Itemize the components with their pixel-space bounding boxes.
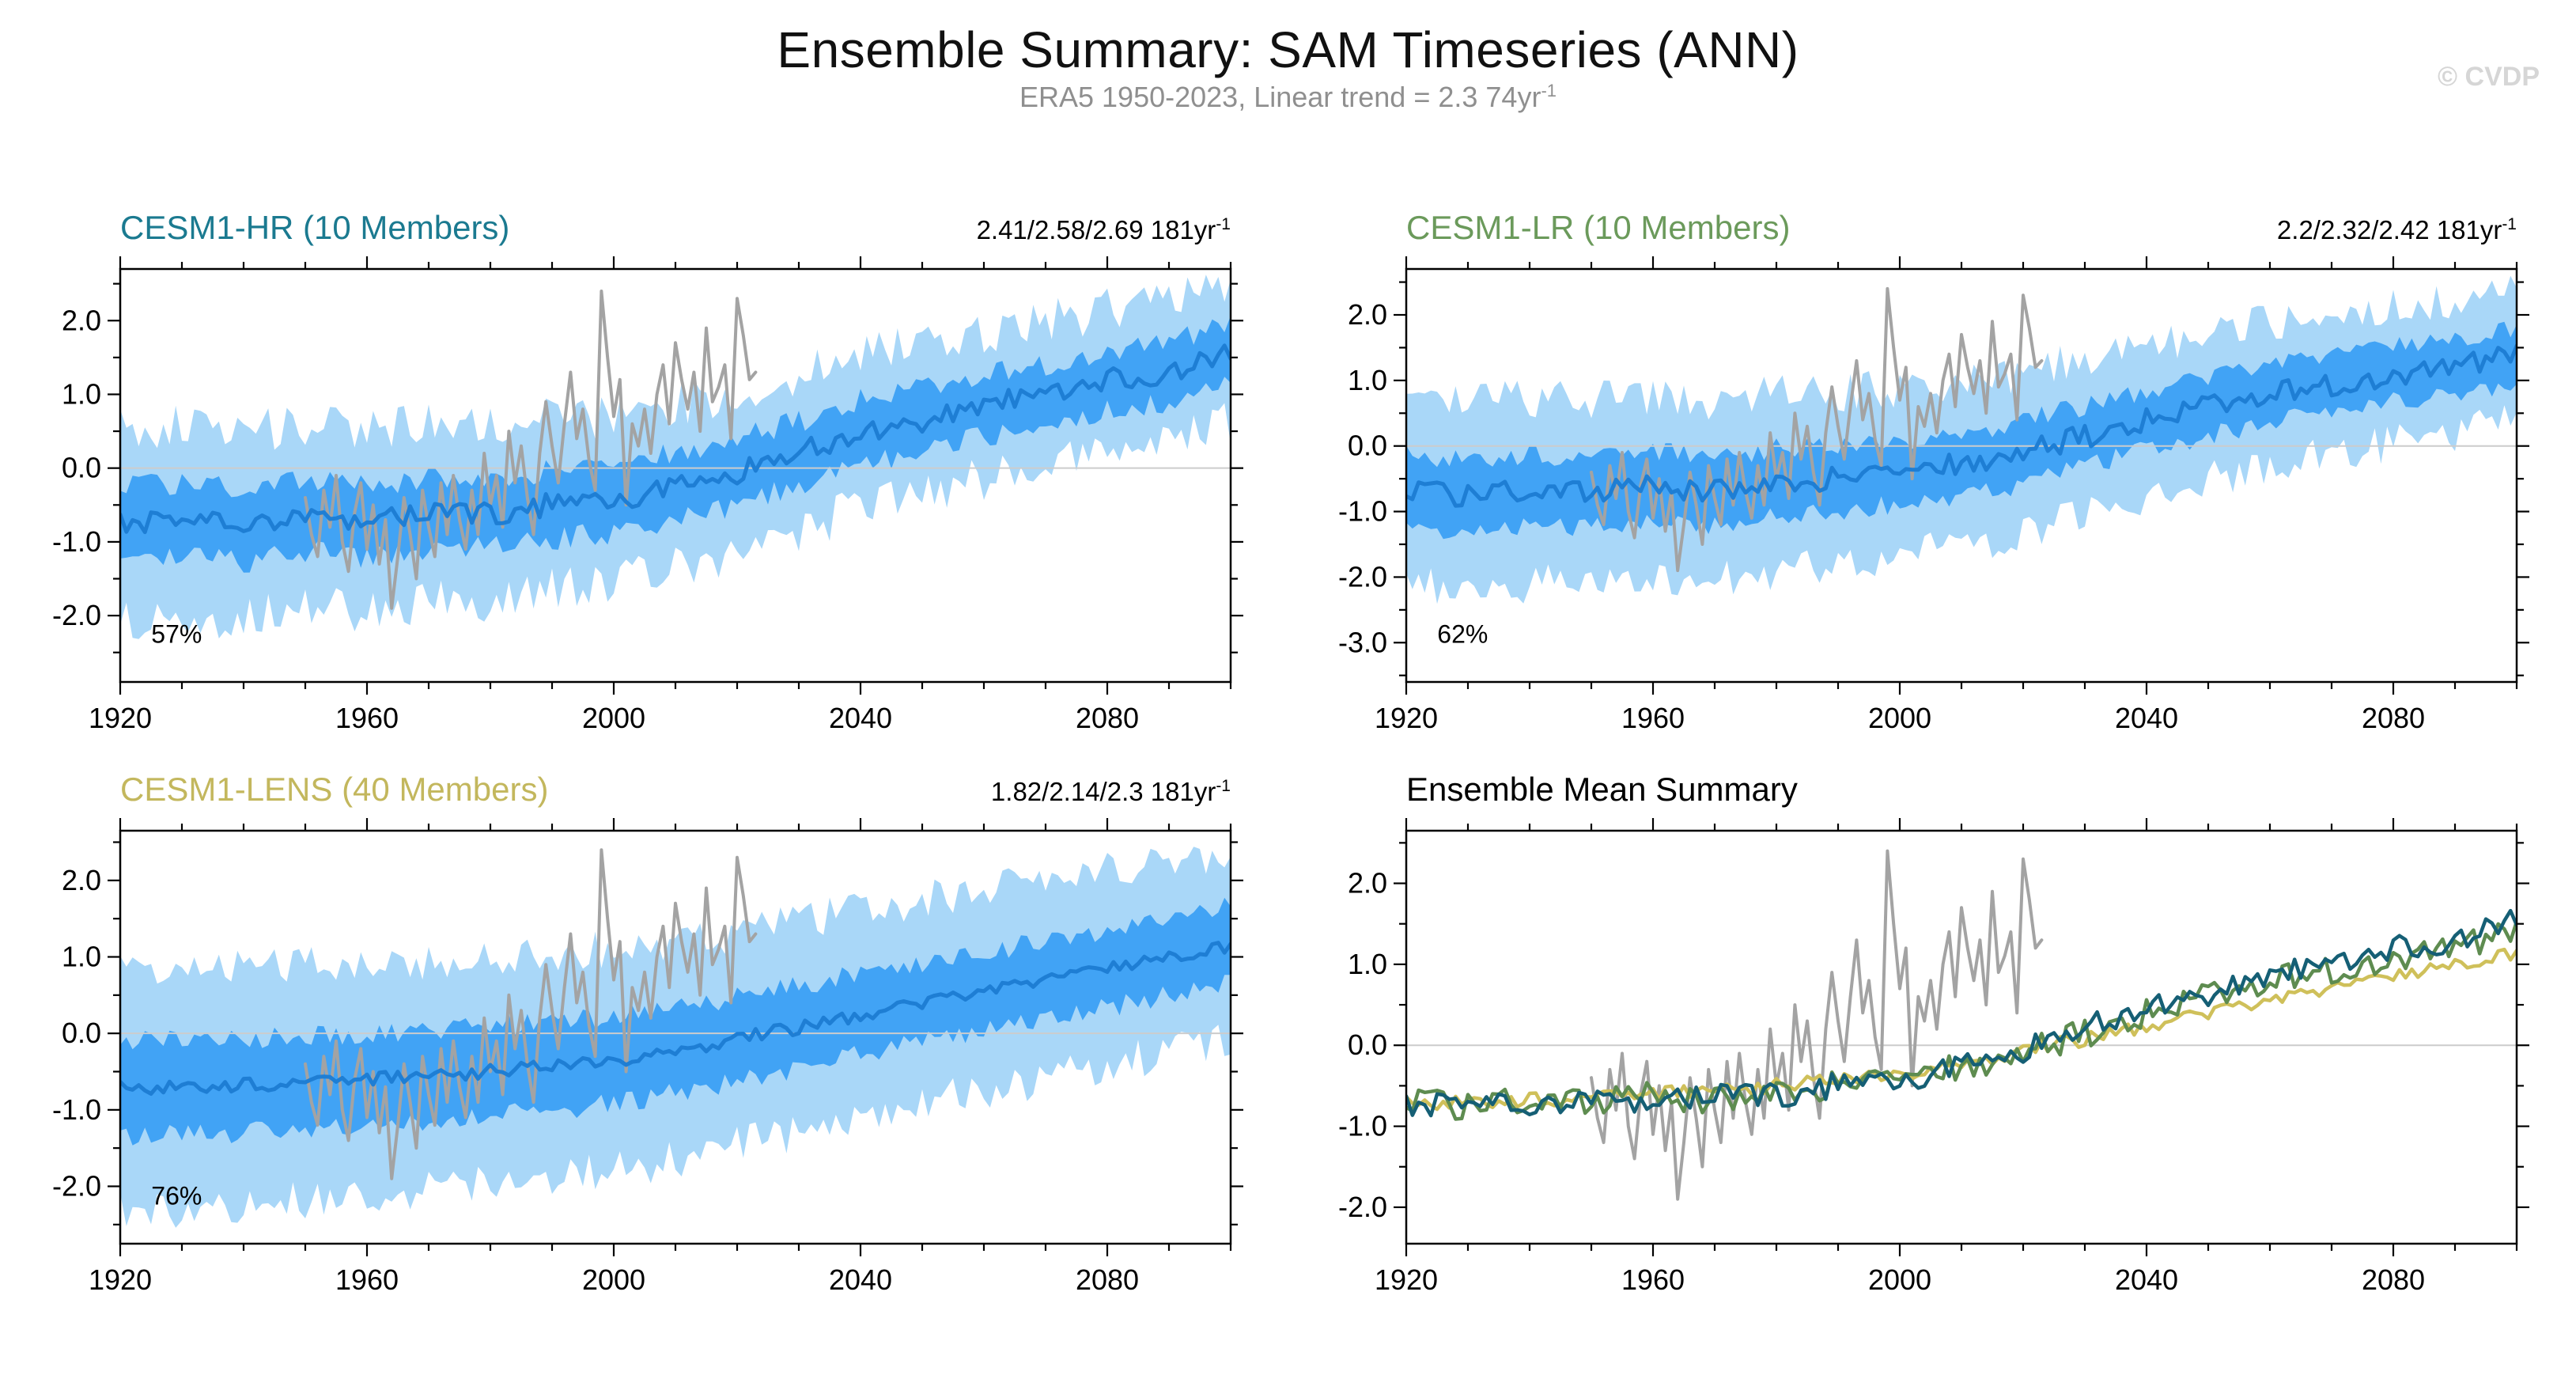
- svg-text:1920: 1920: [89, 1263, 152, 1296]
- svg-text:2.0: 2.0: [1348, 867, 1387, 900]
- svg-text:1920: 1920: [89, 702, 152, 734]
- svg-text:1960: 1960: [1621, 702, 1685, 734]
- panel-title: CESM1-LENS (40 Members): [120, 771, 549, 808]
- svg-text:1.0: 1.0: [62, 941, 101, 973]
- panel-header: Ensemble Mean Summary: [1327, 771, 2537, 818]
- trend-text: 2.41/2.58/2.69 181yr: [976, 215, 1216, 244]
- timeseries-plot-cesm1-lens: 76% 1920 1960 2000 2040 2080 -2.0 -1.0 0.0 1.0 2.0: [52, 818, 1243, 1296]
- subtitle-text: ERA5 1950-2023, Linear trend = 2.3 74yr: [1019, 81, 1541, 113]
- panel-title: CESM1-HR (10 Members): [120, 209, 510, 246]
- svg-text:1.0: 1.0: [62, 377, 101, 410]
- svg-text:2080: 2080: [2362, 1263, 2425, 1296]
- svg-text:1920: 1920: [1375, 1263, 1438, 1296]
- panel-cesm1-hr: CESM1-HR (10 Members) 2.41/2.58/2.69 181…: [41, 209, 1251, 747]
- panel-cesm1-lens: CESM1-LENS (40 Members) 1.82/2.14/2.3 18…: [41, 771, 1251, 1309]
- trend-superscript: -1: [1216, 777, 1231, 795]
- svg-text:2000: 2000: [582, 702, 645, 734]
- trend-label: 2.41/2.58/2.69 181yr-1: [977, 215, 1231, 245]
- svg-text:2080: 2080: [1076, 702, 1139, 734]
- svg-text:2040: 2040: [829, 1263, 892, 1296]
- svg-text:-1.0: -1.0: [1338, 1110, 1387, 1142]
- subtitle-superscript: -1: [1541, 81, 1557, 100]
- svg-text:-2.0: -2.0: [52, 1170, 101, 1203]
- svg-text:2000: 2000: [582, 1263, 645, 1296]
- svg-text:2040: 2040: [2115, 1263, 2178, 1296]
- page-title: Ensemble Summary: SAM Timeseries (ANN): [777, 21, 1799, 78]
- svg-text:0.0: 0.0: [1348, 1028, 1387, 1061]
- svg-text:-2.0: -2.0: [52, 599, 101, 631]
- trend-text: 1.82/2.14/2.3 181yr: [990, 777, 1216, 806]
- svg-text:2.0: 2.0: [1348, 298, 1387, 331]
- svg-text:76%: 76%: [151, 1181, 202, 1210]
- svg-text:-1.0: -1.0: [52, 1093, 101, 1126]
- cvdp-watermark: © CVDP: [2438, 62, 2540, 92]
- svg-text:57%: 57%: [151, 619, 202, 648]
- svg-text:2000: 2000: [1868, 702, 1931, 734]
- panel-header: CESM1-HR (10 Members) 2.41/2.58/2.69 181…: [41, 209, 1251, 256]
- trend-superscript: -1: [1216, 215, 1231, 233]
- svg-text:2080: 2080: [2362, 702, 2425, 734]
- trend-text: 2.2/2.32/2.42 181yr: [2276, 215, 2502, 244]
- trend-label: 2.2/2.32/2.42 181yr-1: [2277, 215, 2517, 245]
- svg-text:1960: 1960: [335, 702, 399, 734]
- trend-superscript: -1: [2502, 215, 2517, 233]
- svg-text:0.0: 0.0: [62, 1017, 101, 1049]
- timeseries-plot-summary: 1920 1960 2000 2040 2080 -2.0 -1.0 0.0 1.0 2.0: [1338, 818, 2529, 1296]
- svg-text:-1.0: -1.0: [1338, 495, 1387, 528]
- svg-text:-3.0: -3.0: [1338, 626, 1387, 658]
- panel-cesm1-lr: CESM1-LR (10 Members) 2.2/2.32/2.42 181y…: [1327, 209, 2537, 747]
- svg-text:1960: 1960: [1621, 1263, 1685, 1296]
- svg-text:1960: 1960: [335, 1263, 399, 1296]
- panel-ensemble-mean-summary: Ensemble Mean Summary 1920 1960 2000 2040 20…: [1327, 771, 2537, 1309]
- svg-text:1.0: 1.0: [1348, 948, 1387, 980]
- svg-text:0.0: 0.0: [62, 452, 101, 484]
- svg-text:-2.0: -2.0: [1338, 1191, 1387, 1223]
- svg-text:1.0: 1.0: [1348, 364, 1387, 396]
- svg-text:2040: 2040: [829, 702, 892, 734]
- svg-text:2040: 2040: [2115, 702, 2178, 734]
- panel-header: CESM1-LR (10 Members) 2.2/2.32/2.42 181y…: [1327, 209, 2537, 256]
- svg-text:2000: 2000: [1868, 1263, 1931, 1296]
- panel-title: Ensemble Mean Summary: [1406, 771, 1798, 808]
- trend-label: 1.82/2.14/2.3 181yr-1: [991, 777, 1231, 807]
- svg-text:2080: 2080: [1076, 1263, 1139, 1296]
- panel-title: CESM1-LR (10 Members): [1406, 209, 1791, 246]
- svg-text:2.0: 2.0: [62, 304, 101, 336]
- svg-text:62%: 62%: [1437, 619, 1488, 648]
- svg-text:-2.0: -2.0: [1338, 560, 1387, 593]
- timeseries-plot-cesm1-lr: 62% 1920 1960 2000 2040 2080 -3.0 -2.0 -1.0 0.0 1.…: [1338, 256, 2529, 734]
- svg-text:2.0: 2.0: [62, 864, 101, 896]
- header: Ensemble Summary: SAM Timeseries (ANN) E…: [0, 0, 2576, 114]
- subtitle: ERA5 1950-2023, Linear trend = 2.3 74yr-…: [0, 81, 2576, 114]
- panel-header: CESM1-LENS (40 Members) 1.82/2.14/2.3 18…: [41, 771, 1251, 818]
- svg-text:1920: 1920: [1375, 702, 1438, 734]
- page: Ensemble Summary: SAM Timeseries (ANN) E…: [0, 0, 2576, 1309]
- svg-text:-1.0: -1.0: [52, 525, 101, 558]
- timeseries-plot-cesm1-hr: 57% 1920 1960 2000 2040 2080 -2.0 -1.0 0.0 1.0 2.0: [52, 256, 1243, 734]
- svg-text:0.0: 0.0: [1348, 430, 1387, 462]
- panel-grid: CESM1-HR (10 Members) 2.41/2.58/2.69 181…: [0, 209, 2576, 1309]
